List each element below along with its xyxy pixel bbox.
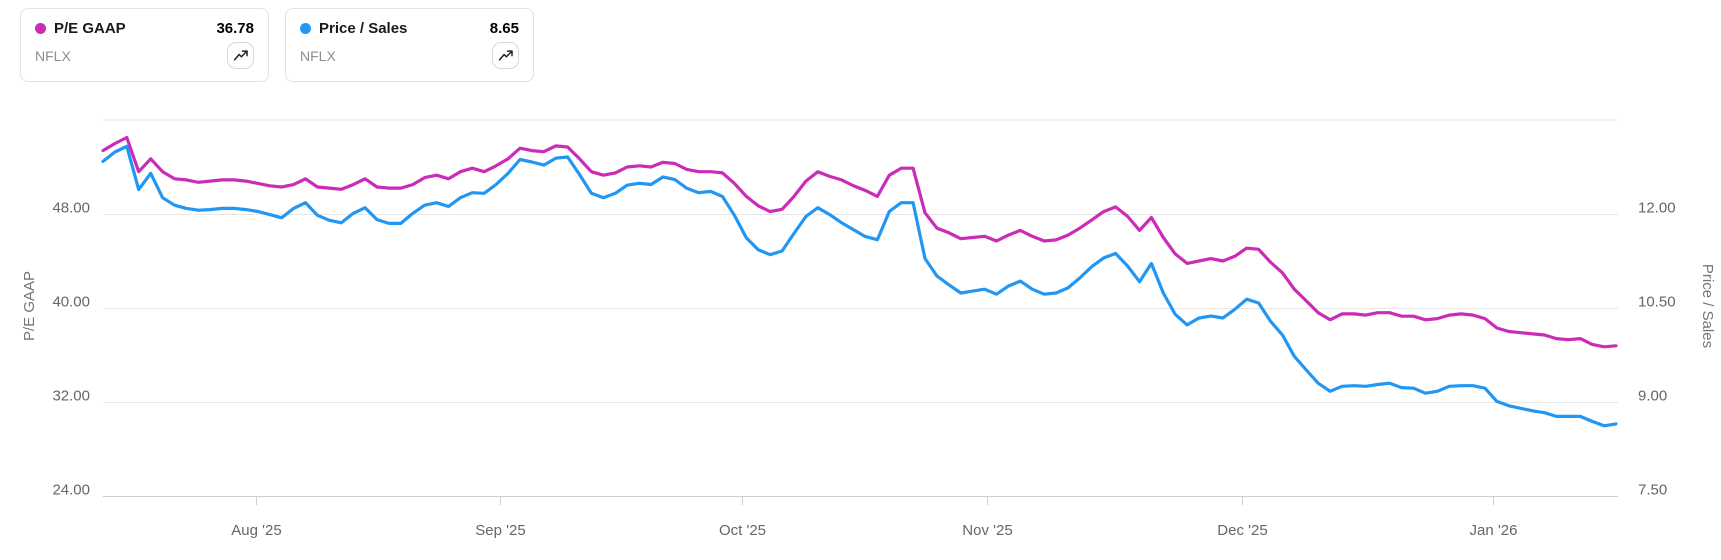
x-axis-tick-label: Jan '26 bbox=[1470, 522, 1518, 539]
ticker-label: NFLX bbox=[35, 47, 71, 64]
series-line-p-e-gaap bbox=[101, 136, 1618, 349]
trending-up-icon bbox=[498, 49, 513, 60]
series-line-price-sales bbox=[101, 144, 1618, 428]
open-chart-button[interactable] bbox=[492, 42, 519, 69]
legend-card-pe-gaap[interactable]: P/E GAAP 36.78 NFLX bbox=[20, 8, 269, 82]
metric-value-pe-gaap: 36.78 bbox=[216, 20, 254, 37]
x-axis-tick-label: Sep '25 bbox=[475, 522, 525, 539]
metric-name-price-sales: Price / Sales bbox=[319, 20, 408, 37]
right-axis-tick-label: 12.00 bbox=[1638, 200, 1676, 217]
x-axis-tick-label: Nov '25 bbox=[962, 522, 1012, 539]
pe-gaap-series-dot-icon bbox=[35, 23, 46, 34]
left-axis-title: P/E GAAP bbox=[21, 271, 38, 341]
ticker-label: NFLX bbox=[300, 47, 336, 64]
left-axis-tick-label: 40.00 bbox=[52, 294, 90, 311]
metric-name-pe-gaap: P/E GAAP bbox=[54, 20, 126, 37]
right-axis-title: Price / Sales bbox=[1699, 264, 1716, 348]
left-axis-tick-label: 48.00 bbox=[52, 200, 90, 217]
right-axis-tick-label: 7.50 bbox=[1638, 482, 1667, 499]
legend-cards: P/E GAAP 36.78 NFLX Price / Sales 8.65 N… bbox=[20, 8, 534, 82]
x-axis-tick-label: Oct '25 bbox=[719, 522, 766, 539]
left-axis-tick-label: 24.00 bbox=[52, 482, 90, 499]
left-axis-tick-label: 32.00 bbox=[52, 388, 90, 405]
right-axis-tick-label: 10.50 bbox=[1638, 294, 1676, 311]
x-axis-tick-label: Aug '25 bbox=[231, 522, 281, 539]
right-axis-tick-label: 9.00 bbox=[1638, 388, 1667, 405]
x-axis-tick-label: Dec '25 bbox=[1217, 522, 1267, 539]
trending-up-icon bbox=[233, 49, 248, 60]
price-sales-series-dot-icon bbox=[300, 23, 311, 34]
legend-card-price-sales[interactable]: Price / Sales 8.65 NFLX bbox=[285, 8, 534, 82]
open-chart-button[interactable] bbox=[227, 42, 254, 69]
metric-value-price-sales: 8.65 bbox=[489, 20, 519, 37]
